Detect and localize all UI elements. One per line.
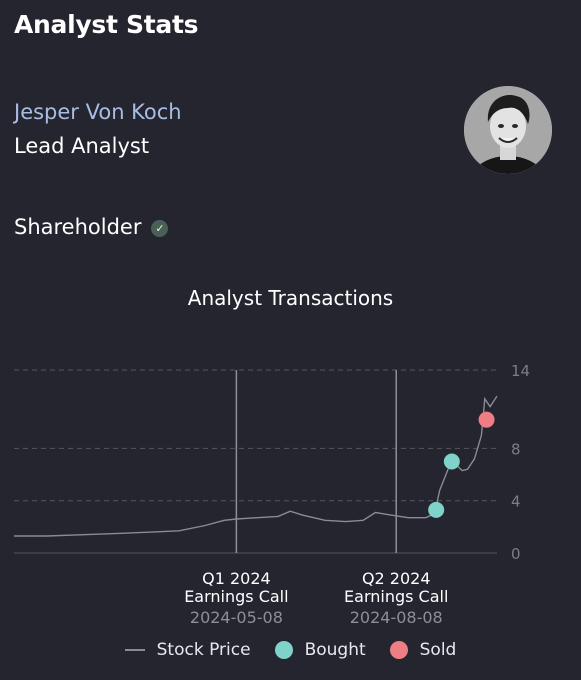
bought-dot-icon	[274, 641, 293, 659]
avatar-photo	[464, 86, 552, 174]
y-tick-label: 4	[511, 493, 521, 511]
analyst-name-link[interactable]: Jesper Von Koch	[14, 100, 182, 124]
event-date: 2024-05-08	[190, 608, 283, 627]
legend-label-sold: Sold	[419, 640, 457, 660]
page-title: Analyst Stats	[14, 10, 199, 39]
stock-price-line	[14, 395, 498, 537]
bought-marker	[443, 453, 460, 470]
analyst-role: Lead Analyst	[14, 134, 150, 158]
legend-item-bought[interactable]: Bought	[274, 640, 366, 660]
line-swatch-icon	[124, 649, 145, 651]
sold-dot-icon	[389, 641, 408, 659]
y-tick-label: 14	[511, 362, 530, 380]
legend-item-stock-price[interactable]: Stock Price	[124, 640, 251, 660]
y-tick-label: 0	[511, 545, 521, 563]
event-label: Earnings Call	[184, 587, 288, 606]
shareholder-label: Shareholder	[14, 215, 142, 239]
legend-item-sold[interactable]: Sold	[389, 640, 457, 660]
shareholder-status: Shareholder ✓	[14, 215, 169, 239]
avatar	[464, 86, 552, 174]
sold-marker	[478, 411, 495, 428]
y-tick-label: 8	[511, 440, 521, 458]
check-circle-icon: ✓	[151, 219, 169, 237]
bought-marker	[428, 501, 445, 518]
chart-title: Analyst Transactions	[187, 286, 394, 310]
chart-legend: Stock Price Bought Sold	[0, 640, 581, 660]
event-label: Earnings Call	[344, 587, 448, 606]
legend-label-stock-price: Stock Price	[156, 640, 251, 660]
legend-label-bought: Bought	[304, 640, 366, 660]
event-date: 2024-08-08	[350, 608, 443, 627]
event-label: Q2 2024	[362, 569, 431, 588]
event-label: Q1 2024	[202, 569, 271, 588]
